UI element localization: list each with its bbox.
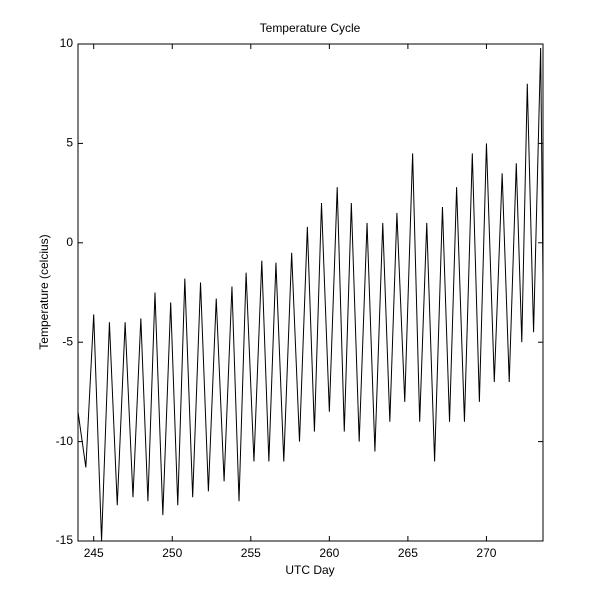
data-line	[77, 47, 544, 542]
x-tick-label: 255	[241, 546, 261, 560]
y-tick-label: 5	[66, 136, 73, 150]
y-tick-label: -10	[56, 434, 74, 448]
x-tick-label: 250	[162, 546, 182, 560]
y-tick-label: -5	[62, 334, 73, 348]
x-axis-label: UTC Day	[285, 563, 334, 577]
x-tick-label: 260	[319, 546, 339, 560]
x-tick-label: 245	[84, 546, 104, 560]
y-axis-label: Temperature (celcius)	[37, 234, 51, 349]
x-tick-label: 265	[398, 546, 418, 560]
plot-frame	[77, 43, 544, 542]
y-tick-label: 0	[66, 235, 73, 249]
y-tick-label: 10	[60, 36, 74, 50]
y-tick-label: -15	[56, 533, 74, 547]
x-tick-label: 270	[476, 546, 496, 560]
chart-title: Temperature Cycle	[260, 21, 361, 35]
